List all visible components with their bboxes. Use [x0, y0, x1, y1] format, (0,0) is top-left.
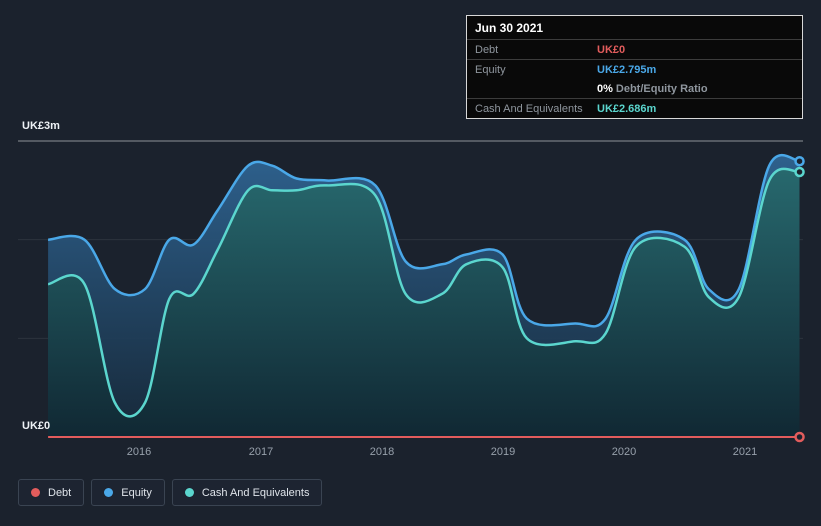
x-tick-2016: 2016: [126, 446, 152, 458]
legend-item-equity[interactable]: Equity: [91, 479, 165, 506]
tooltip-equity-label: Equity: [475, 63, 506, 76]
tooltip-row-cash: Cash And Equivalents UK£2.686m: [467, 99, 802, 118]
tooltip-row-equity: Equity UK£2.795m: [467, 60, 802, 79]
tooltip-row-debt: Debt UK£0: [467, 40, 802, 60]
legend-item-debt[interactable]: Debt: [18, 479, 85, 506]
equity-endpoint-marker: [794, 155, 805, 167]
debt-endpoint-marker: [794, 431, 805, 443]
equity-color-dot: [104, 488, 114, 497]
legend-label-debt: Debt: [48, 486, 72, 499]
legend-label-cash: Cash And Equivalents: [201, 486, 310, 499]
x-tick-2017: 2017: [248, 446, 274, 458]
legend-label-equity: Equity: [121, 486, 152, 499]
x-tick-2019: 2019: [490, 446, 516, 458]
y-axis-label-top: UK£3m: [22, 120, 60, 132]
debt-color-dot: [31, 488, 40, 497]
chart-tooltip: Jun 30 2021 Debt UK£0 Equity UK£2.795m 0…: [466, 15, 803, 119]
chart-legend: Debt Equity Cash And Equivalents: [18, 479, 323, 506]
x-tick-2021: 2021: [732, 446, 758, 458]
legend-item-cash-and-equivalents[interactable]: Cash And Equivalents: [171, 479, 323, 506]
cash-line: [47, 167, 800, 418]
tooltip-debt-value: UK£0: [597, 43, 626, 56]
tooltip-ratio-composite: 0% Debt/Equity Ratio: [597, 83, 794, 95]
tooltip-debt-label: Debt: [475, 43, 499, 56]
tooltip-cash-value: UK£2.686m: [597, 102, 657, 115]
cash-color-dot: [184, 488, 194, 497]
tooltip-row-ratio: 0% Debt/Equity Ratio: [467, 79, 802, 99]
x-tick-2020: 2020: [611, 446, 637, 458]
tooltip-ratio-value: 0%: [597, 82, 613, 95]
tooltip-cash-label: Cash And Equivalents: [475, 102, 583, 115]
tooltip-equity-value: UK£2.795m: [597, 63, 657, 76]
x-tick-2018: 2018: [369, 446, 395, 458]
equity-line: [47, 153, 800, 328]
y-axis-label-bottom: UK£0: [22, 420, 51, 432]
cash-endpoint-marker: [794, 166, 805, 178]
tooltip-ratio-suffix: Debt/Equity Ratio: [615, 82, 708, 95]
tooltip-date: Jun 30 2021: [467, 16, 802, 40]
